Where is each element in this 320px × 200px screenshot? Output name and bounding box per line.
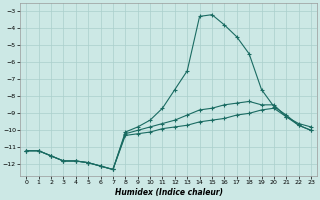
X-axis label: Humidex (Indice chaleur): Humidex (Indice chaleur) [115, 188, 223, 197]
